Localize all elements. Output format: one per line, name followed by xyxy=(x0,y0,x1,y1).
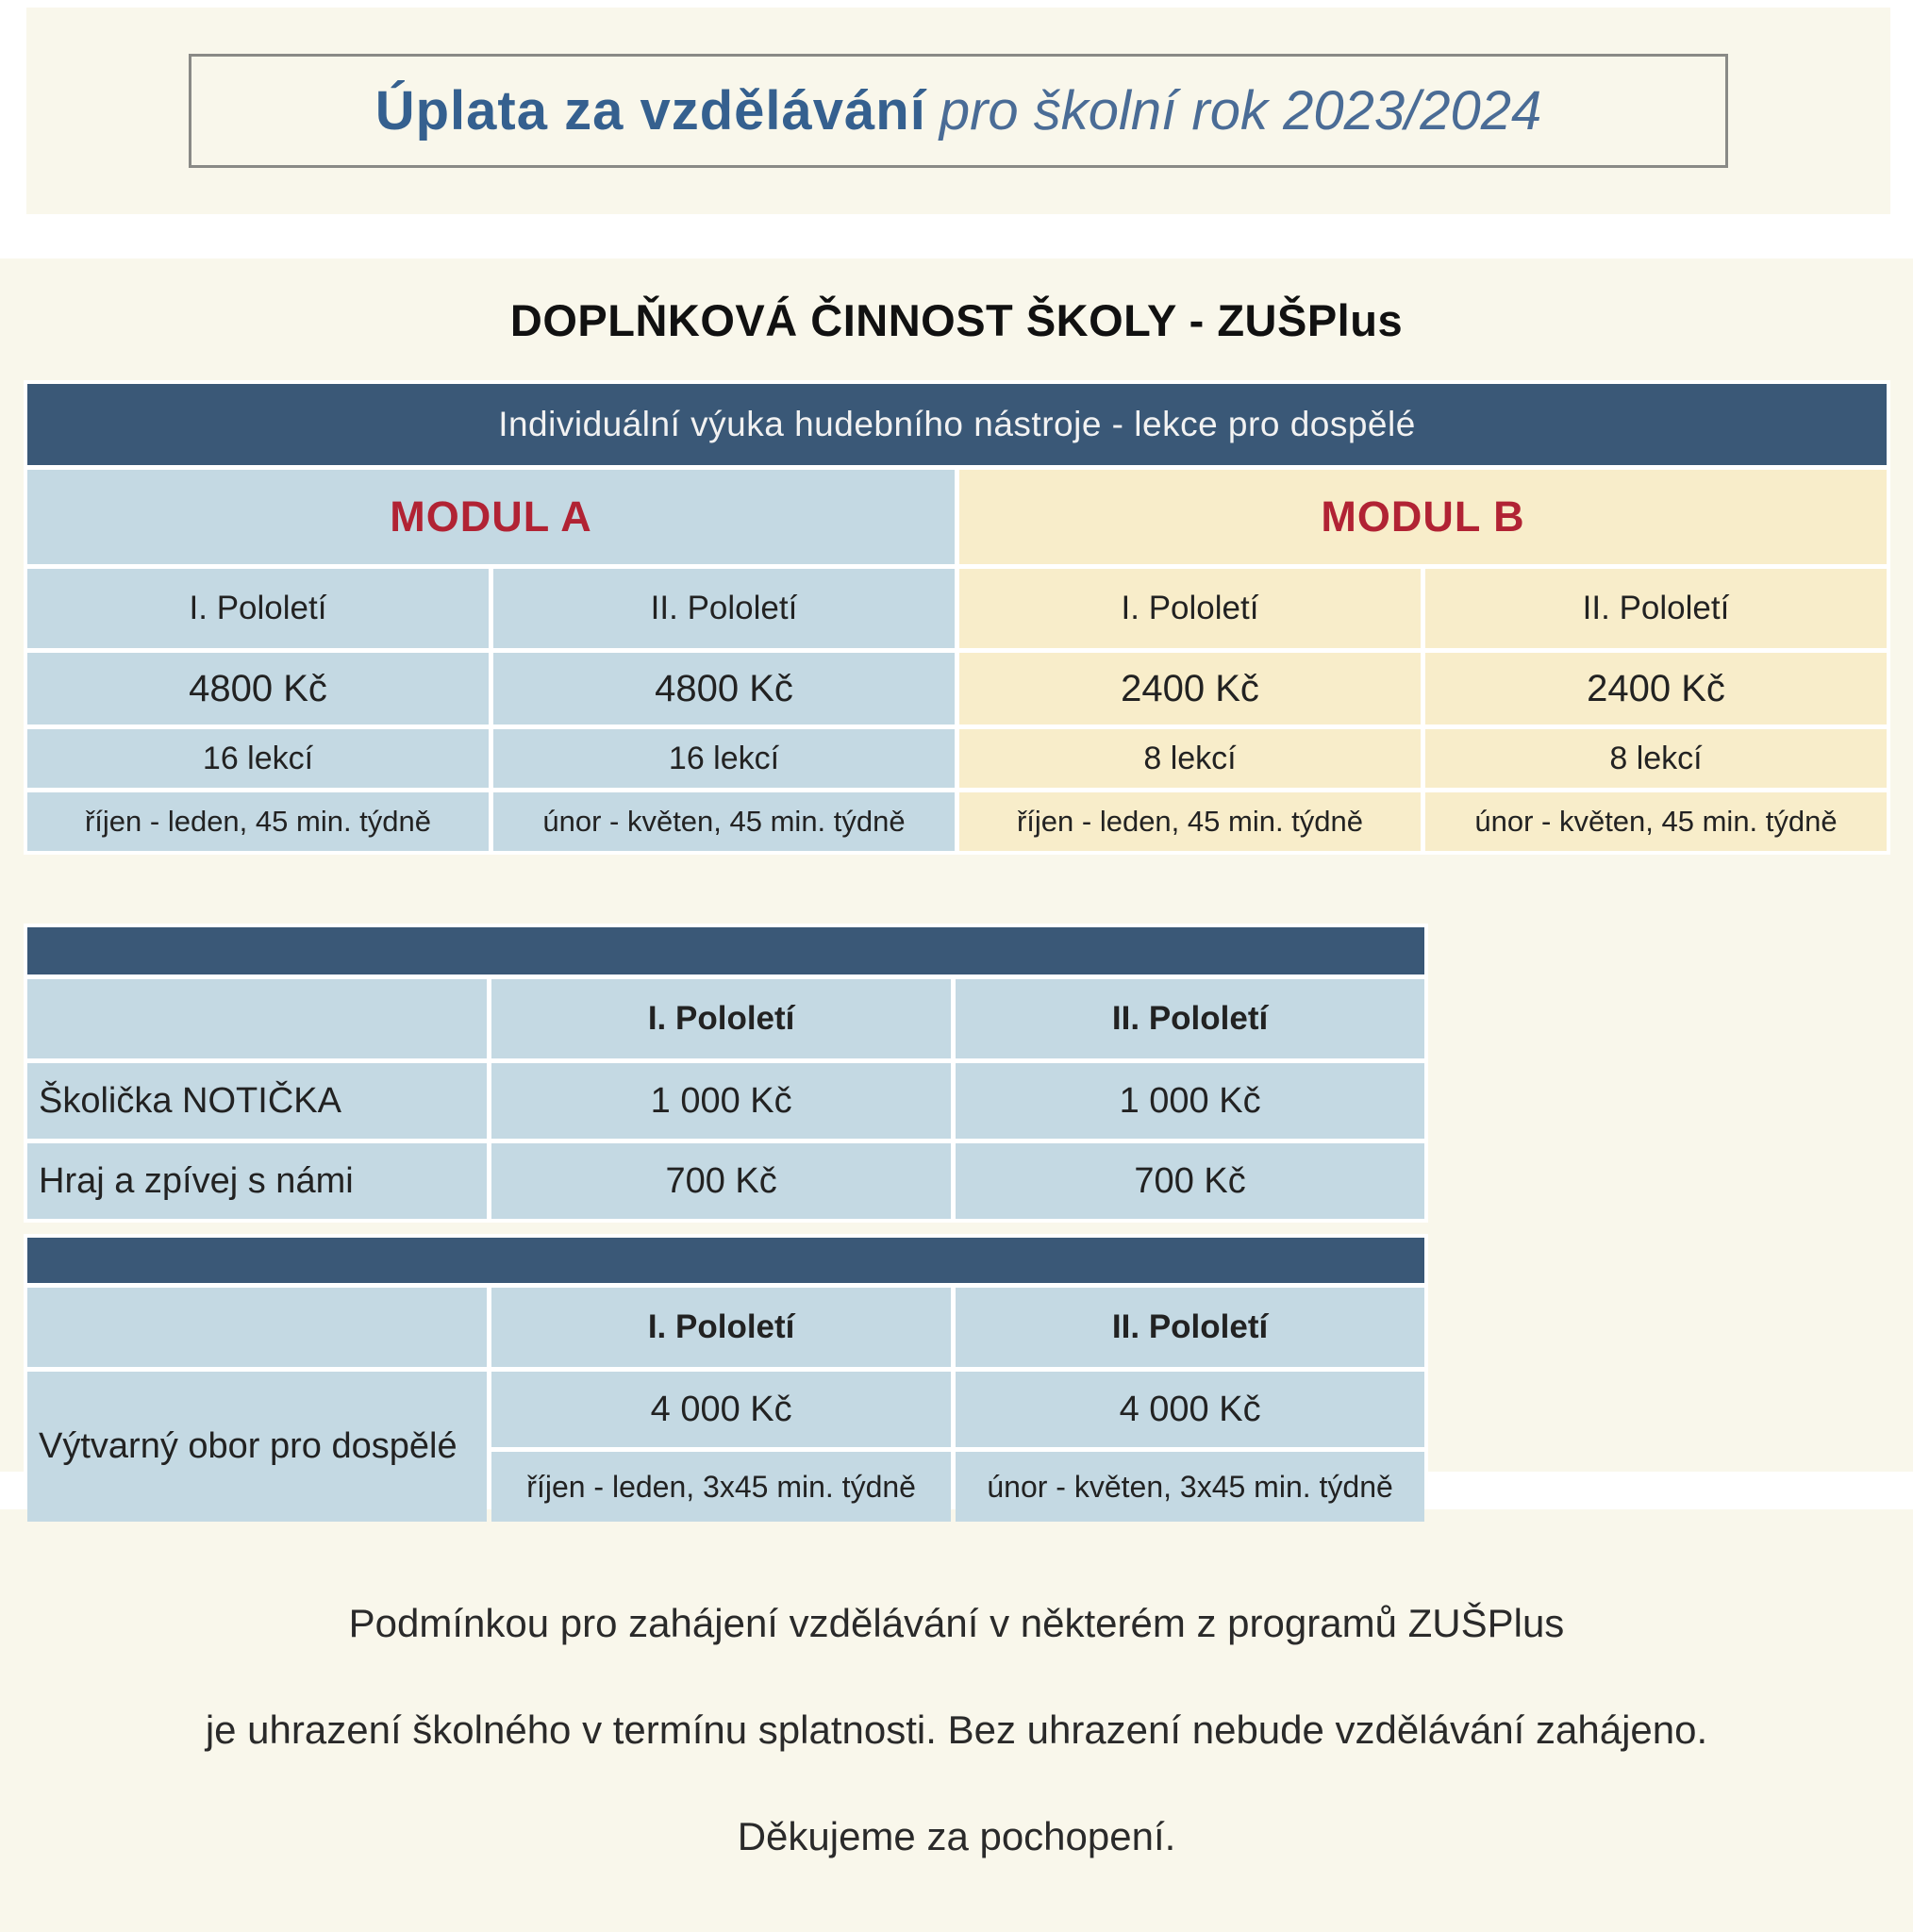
table2-row2-sem1-price: 700 Kč xyxy=(491,1143,952,1219)
table2-row1-sem1-price: 1 000 Kč xyxy=(491,1063,952,1139)
table3-sem2-schedule: únor - květen, 3x45 min. týdně xyxy=(956,1452,1424,1522)
table-art-header-bar xyxy=(27,1238,1424,1283)
module-a-sem1-price: 4800 Kč xyxy=(27,653,489,724)
table-preschool-header-bar xyxy=(27,927,1424,974)
footer-note: Podmínkou pro zahájení vzdělávání v někt… xyxy=(0,1509,1913,1932)
table3-row-label: Výtvarný obor pro dospělé xyxy=(27,1372,488,1522)
table3-sem2-price: 4 000 Kč xyxy=(956,1372,1424,1447)
table3-col-head-sem2: II. Pololetí xyxy=(956,1288,1424,1367)
page-title-subtitle: pro školní rok 2023/2024 xyxy=(939,80,1542,142)
table-individual-lessons: Individuální výuka hudebního nástroje - … xyxy=(24,380,1890,855)
module-b-sem2-price: 2400 Kč xyxy=(1425,653,1887,724)
module-a-title: MODUL A xyxy=(27,470,955,564)
footer-line-2: je uhrazení školného v termínu splatnost… xyxy=(205,1707,1708,1752)
table2-row1-label: Školička NOTIČKA xyxy=(27,1063,488,1139)
table3-sem1-schedule: říjen - leden, 3x45 min. týdně xyxy=(491,1452,952,1522)
table-preschool-programs: I. Pololetí II. Pololetí Školička NOTIČK… xyxy=(24,924,1428,1223)
table3-col-head-sem1: I. Pololetí xyxy=(491,1288,952,1367)
module-a-sem2-price: 4800 Kč xyxy=(493,653,955,724)
module-b-sem1-lessons: 8 lekcí xyxy=(959,729,1421,788)
main-section: DOPLŇKOVÁ ČINNOST ŠKOLY - ZUŠPlus Indivi… xyxy=(0,258,1913,1525)
module-b-sem1-schedule: říjen - leden, 45 min. týdně xyxy=(959,792,1421,851)
table2-row2-sem2-price: 700 Kč xyxy=(956,1143,1424,1219)
module-a-sem2-label: II. Pololetí xyxy=(493,569,955,648)
module-a-sem1-label: I. Pololetí xyxy=(27,569,489,648)
top-banner: Úplata za vzdělávání pro školní rok 2023… xyxy=(26,8,1890,214)
footer-line-3: Děkujeme za pochopení. xyxy=(737,1814,1176,1858)
table-art-for-adults: I. Pololetí II. Pololetí Výtvarný obor p… xyxy=(24,1234,1428,1525)
module-a-sem2-lessons: 16 lekcí xyxy=(493,729,955,788)
table-individual-lessons-header: Individuální výuka hudebního nástroje - … xyxy=(27,384,1887,465)
footer-line-1: Podmínkou pro zahájení vzdělávání v někt… xyxy=(348,1601,1565,1645)
table2-row2-label: Hraj a zpívej s námi xyxy=(27,1143,488,1219)
empty-corner-cell xyxy=(27,1288,488,1367)
table3-sem1-price: 4 000 Kč xyxy=(491,1372,952,1447)
module-b-title: MODUL B xyxy=(959,470,1887,564)
module-b-sem2-lessons: 8 lekcí xyxy=(1425,729,1887,788)
divider-gap xyxy=(0,214,1913,258)
module-b-sem2-label: II. Pololetí xyxy=(1425,569,1887,648)
module-b-sem2-schedule: únor - květen, 45 min. týdně xyxy=(1425,792,1887,851)
module-a-sem1-lessons: 16 lekcí xyxy=(27,729,489,788)
table2-row1-sem2-price: 1 000 Kč xyxy=(956,1063,1424,1139)
table2-col-head-sem2: II. Pololetí xyxy=(956,979,1424,1058)
page-title-box: Úplata za vzdělávání pro školní rok 2023… xyxy=(189,54,1728,168)
page-title: Úplata za vzdělávání xyxy=(374,80,926,142)
table2-col-head-sem1: I. Pololetí xyxy=(491,979,952,1058)
module-a-sem2-schedule: únor - květen, 45 min. týdně xyxy=(493,792,955,851)
module-b-sem1-label: I. Pololetí xyxy=(959,569,1421,648)
section-title: DOPLŇKOVÁ ČINNOST ŠKOLY - ZUŠPlus xyxy=(509,295,1404,345)
empty-corner-cell xyxy=(27,979,488,1058)
module-b-sem1-price: 2400 Kč xyxy=(959,653,1421,724)
module-a-sem1-schedule: říjen - leden, 45 min. týdně xyxy=(27,792,489,851)
